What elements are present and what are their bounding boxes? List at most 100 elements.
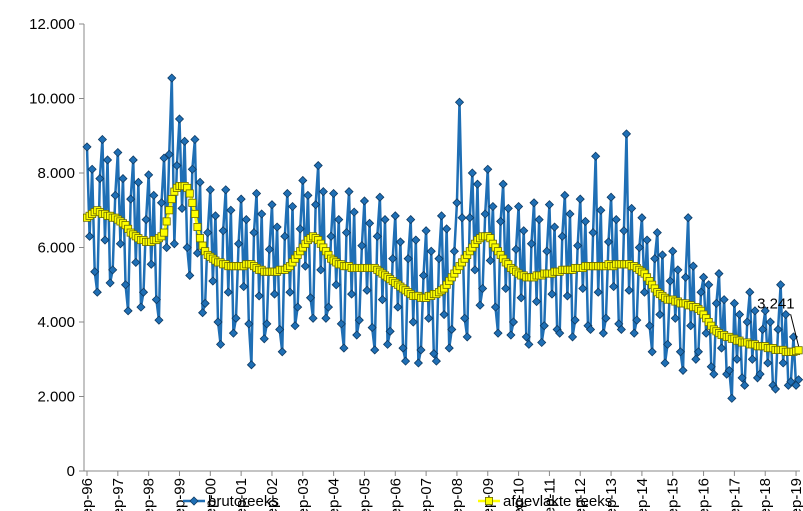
point bbox=[737, 373, 747, 383]
x-tick-label: Sep-16 bbox=[696, 478, 713, 511]
point bbox=[216, 339, 226, 349]
point bbox=[203, 228, 213, 238]
point bbox=[596, 205, 606, 215]
point bbox=[472, 179, 483, 189]
point bbox=[637, 213, 647, 223]
point bbox=[190, 209, 199, 218]
point bbox=[347, 289, 357, 299]
point bbox=[478, 283, 488, 294]
point bbox=[239, 282, 249, 292]
point bbox=[585, 324, 596, 335]
point bbox=[560, 190, 570, 200]
point bbox=[90, 267, 100, 277]
point bbox=[424, 313, 434, 323]
point bbox=[724, 365, 734, 375]
point bbox=[698, 272, 709, 282]
annotation: 3.241 bbox=[757, 295, 795, 312]
point bbox=[223, 287, 233, 297]
x-tick-label: Sep-14 bbox=[634, 478, 651, 511]
point bbox=[311, 200, 321, 210]
point bbox=[444, 343, 454, 353]
point bbox=[514, 201, 524, 212]
point bbox=[349, 207, 359, 217]
point bbox=[506, 330, 516, 340]
point bbox=[465, 213, 475, 223]
point bbox=[544, 200, 554, 210]
point bbox=[670, 313, 680, 323]
point bbox=[169, 239, 179, 249]
point bbox=[593, 287, 603, 297]
point bbox=[164, 149, 174, 159]
y-tick-label: 12.000 bbox=[29, 16, 75, 33]
point bbox=[144, 170, 154, 180]
point bbox=[246, 360, 256, 370]
point bbox=[120, 280, 131, 290]
point bbox=[436, 211, 447, 221]
point bbox=[609, 282, 619, 292]
point bbox=[508, 317, 519, 327]
point bbox=[128, 155, 138, 165]
point bbox=[652, 228, 662, 238]
point bbox=[732, 354, 742, 364]
point bbox=[794, 346, 803, 355]
point bbox=[442, 224, 452, 234]
point bbox=[267, 200, 277, 210]
point bbox=[760, 306, 770, 316]
point bbox=[619, 226, 629, 236]
point bbox=[706, 362, 716, 372]
series-line bbox=[85, 76, 800, 400]
y-tick-label: 4.000 bbox=[37, 314, 75, 331]
x-tick-label: Sep-00 bbox=[202, 478, 219, 511]
point bbox=[490, 302, 501, 312]
point bbox=[385, 326, 395, 336]
point bbox=[740, 380, 750, 390]
point bbox=[634, 242, 644, 253]
point bbox=[208, 276, 218, 286]
point bbox=[616, 324, 626, 335]
point bbox=[781, 309, 791, 320]
point bbox=[557, 231, 567, 241]
point bbox=[123, 306, 133, 316]
point bbox=[336, 319, 346, 329]
point bbox=[308, 313, 318, 323]
point bbox=[218, 226, 228, 236]
point bbox=[755, 369, 765, 379]
point bbox=[704, 280, 714, 290]
point bbox=[511, 244, 521, 254]
point bbox=[665, 276, 675, 286]
point bbox=[344, 187, 354, 197]
point bbox=[272, 222, 282, 232]
point bbox=[668, 246, 678, 256]
y-tick-label: 0 bbox=[67, 463, 75, 480]
annotation-leader bbox=[790, 314, 800, 347]
point bbox=[747, 354, 757, 364]
point bbox=[210, 211, 221, 221]
point bbox=[236, 194, 246, 204]
point bbox=[287, 201, 298, 212]
point bbox=[675, 347, 686, 357]
point bbox=[162, 242, 172, 253]
point bbox=[532, 296, 542, 307]
point bbox=[660, 358, 670, 368]
point bbox=[177, 203, 187, 213]
point bbox=[196, 234, 205, 243]
point bbox=[621, 129, 632, 139]
x-tick-label: Sep-02 bbox=[264, 478, 281, 511]
point bbox=[185, 270, 195, 281]
point bbox=[681, 272, 691, 282]
point bbox=[645, 321, 655, 331]
y-tick-label: 6.000 bbox=[37, 240, 75, 257]
point bbox=[542, 246, 552, 256]
x-tick-label: Sep-05 bbox=[356, 478, 373, 511]
point bbox=[493, 328, 503, 338]
point bbox=[601, 313, 611, 323]
point bbox=[524, 339, 534, 349]
point bbox=[555, 328, 565, 338]
point bbox=[365, 218, 375, 228]
point bbox=[529, 198, 539, 208]
point bbox=[110, 190, 120, 200]
legend-marker bbox=[484, 496, 493, 505]
point bbox=[480, 209, 490, 219]
point bbox=[102, 155, 113, 165]
